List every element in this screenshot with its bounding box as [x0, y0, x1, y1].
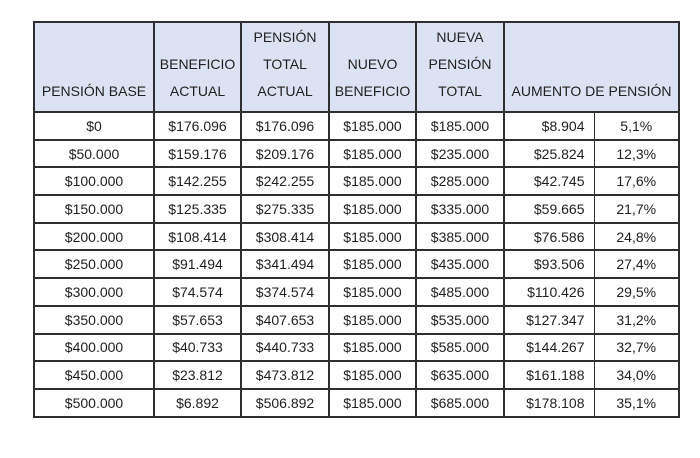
cell-nuevo-beneficio: $185.000 [328, 360, 417, 390]
cell-aumento-porcentaje: 27,4% [593, 249, 680, 280]
cell-nuevo-beneficio: $185.000 [328, 304, 417, 335]
cell-beneficio-actual: $74.574 [153, 277, 242, 307]
cell-nueva-pension-total: $585.000 [415, 332, 505, 363]
header-row: PENSIÓN BASE BENEFICIO ACTUAL PENSIÓN TO… [33, 21, 680, 113]
cell-nueva-pension-total: $385.000 [415, 221, 505, 252]
table-row: $150.000 $125.335 $275.335 $185.000 $335.000… [33, 194, 680, 224]
cell-nuevo-beneficio: $185.000 [328, 332, 417, 363]
cell-pension-base: $150.000 [33, 194, 155, 224]
cell-beneficio-actual: $40.733 [153, 332, 242, 363]
table-row: $400.000 $40.733 $440.733 $185.000 $585.000 $… [33, 332, 680, 363]
cell-aumento-monto: $59.665 [503, 194, 595, 224]
cell-pension-total-actual: $176.096 [240, 111, 330, 141]
cell-aumento-porcentaje: 32,7% [593, 332, 680, 363]
cell-beneficio-actual: $57.653 [153, 304, 242, 335]
cell-pension-total-actual: $374.574 [240, 277, 330, 307]
cell-nueva-pension-total: $285.000 [415, 166, 505, 197]
cell-pension-base: $350.000 [33, 304, 155, 335]
cell-aumento-monto: $178.108 [503, 387, 595, 418]
cell-pension-total-actual: $407.653 [240, 304, 330, 335]
cell-pension-base: $0 [33, 111, 155, 141]
table-row: $450.000 $23.812 $473.812 $185.000 $635.000 $… [33, 360, 680, 390]
cell-aumento-monto: $76.586 [503, 221, 595, 252]
cell-pension-base: $300.000 [33, 277, 155, 307]
cell-aumento-monto: $110.426 [503, 277, 595, 307]
cell-pension-base: $50.000 [33, 138, 155, 169]
cell-nueva-pension-total: $435.000 [415, 249, 505, 280]
column-header-beneficio-actual: BENEFICIO ACTUAL [153, 21, 242, 113]
cell-aumento-porcentaje: 5,1% [593, 111, 680, 141]
column-header-nueva-pension-total: NUEVA PENSIÓN TOTAL [415, 21, 505, 113]
cell-beneficio-actual: $159.176 [153, 138, 242, 169]
column-header-pension-total-actual: PENSIÓN TOTAL ACTUAL [240, 21, 330, 113]
cell-aumento-monto: $93.506 [503, 249, 595, 280]
cell-aumento-porcentaje: 21,7% [593, 194, 680, 224]
table-row: $250.000 $91.494 $341.494 $185.000 $435.000 $… [33, 249, 680, 280]
table-body: $0 $176.096 $176.096 $185.000 $185.000 $8.904… [33, 111, 680, 418]
cell-nuevo-beneficio: $185.000 [328, 277, 417, 307]
cell-aumento-porcentaje: 34,0% [593, 360, 680, 390]
cell-nuevo-beneficio: $185.000 [328, 387, 417, 418]
cell-aumento-porcentaje: 24,8% [593, 221, 680, 252]
cell-pension-total-actual: $209.176 [240, 138, 330, 169]
cell-pension-base: $500.000 [33, 387, 155, 418]
column-header-nuevo-beneficio: NUEVO BENEFICIO [328, 21, 417, 113]
cell-aumento-monto: $25.824 [503, 138, 595, 169]
cell-aumento-porcentaje: 12,3% [593, 138, 680, 169]
cell-nueva-pension-total: $485.000 [415, 277, 505, 307]
cell-pension-base: $250.000 [33, 249, 155, 280]
table-row: $0 $176.096 $176.096 $185.000 $185.000 $8.904… [33, 111, 680, 141]
cell-pension-total-actual: $473.812 [240, 360, 330, 390]
cell-nuevo-beneficio: $185.000 [328, 166, 417, 197]
cell-aumento-porcentaje: 35,1% [593, 387, 680, 418]
cell-nuevo-beneficio: $185.000 [328, 138, 417, 169]
cell-aumento-monto: $8.904 [503, 111, 595, 141]
cell-pension-base: $100.000 [33, 166, 155, 197]
cell-pension-base: $450.000 [33, 360, 155, 390]
cell-beneficio-actual: $23.812 [153, 360, 242, 390]
table-row: $500.000 $6.892 $506.892 $185.000 $685.000 $1… [33, 387, 680, 418]
cell-pension-total-actual: $308.414 [240, 221, 330, 252]
cell-beneficio-actual: $176.096 [153, 111, 242, 141]
cell-nuevo-beneficio: $185.000 [328, 111, 417, 141]
cell-pension-total-actual: $506.892 [240, 387, 330, 418]
table-row: $200.000 $108.414 $308.414 $185.000 $385.000… [33, 221, 680, 252]
cell-beneficio-actual: $142.255 [153, 166, 242, 197]
cell-aumento-monto: $127.347 [503, 304, 595, 335]
cell-nuevo-beneficio: $185.000 [328, 249, 417, 280]
cell-aumento-monto: $144.267 [503, 332, 595, 363]
cell-aumento-porcentaje: 17,6% [593, 166, 680, 197]
table-row: $300.000 $74.574 $374.574 $185.000 $485.000 $… [33, 277, 680, 307]
cell-nuevo-beneficio: $185.000 [328, 221, 417, 252]
table-row: $100.000 $142.255 $242.255 $185.000 $285.000… [33, 166, 680, 197]
cell-aumento-monto: $42.745 [503, 166, 595, 197]
cell-aumento-monto: $161.188 [503, 360, 595, 390]
cell-nuevo-beneficio: $185.000 [328, 194, 417, 224]
cell-beneficio-actual: $6.892 [153, 387, 242, 418]
column-header-aumento-de-pension: AUMENTO DE PENSIÓN [503, 21, 680, 113]
cell-pension-total-actual: $341.494 [240, 249, 330, 280]
table-row: $50.000 $159.176 $209.176 $185.000 $235.000 $… [33, 138, 680, 169]
pension-table-container: PENSIÓN BASE BENEFICIO ACTUAL PENSIÓN TO… [33, 21, 680, 418]
column-header-pension-base: PENSIÓN BASE [33, 21, 155, 113]
cell-pension-base: $400.000 [33, 332, 155, 363]
cell-beneficio-actual: $108.414 [153, 221, 242, 252]
cell-pension-total-actual: $242.255 [240, 166, 330, 197]
cell-nueva-pension-total: $635.000 [415, 360, 505, 390]
cell-nueva-pension-total: $335.000 [415, 194, 505, 224]
cell-nueva-pension-total: $185.000 [415, 111, 505, 141]
cell-pension-total-actual: $275.335 [240, 194, 330, 224]
cell-pension-base: $200.000 [33, 221, 155, 252]
cell-beneficio-actual: $125.335 [153, 194, 242, 224]
cell-aumento-porcentaje: 29,5% [593, 277, 680, 307]
table-row: $350.000 $57.653 $407.653 $185.000 $535.000 $… [33, 304, 680, 335]
cell-nueva-pension-total: $535.000 [415, 304, 505, 335]
cell-pension-total-actual: $440.733 [240, 332, 330, 363]
cell-beneficio-actual: $91.494 [153, 249, 242, 280]
cell-nueva-pension-total: $235.000 [415, 138, 505, 169]
cell-aumento-porcentaje: 31,2% [593, 304, 680, 335]
pension-table: PENSIÓN BASE BENEFICIO ACTUAL PENSIÓN TO… [33, 21, 680, 418]
cell-nueva-pension-total: $685.000 [415, 387, 505, 418]
